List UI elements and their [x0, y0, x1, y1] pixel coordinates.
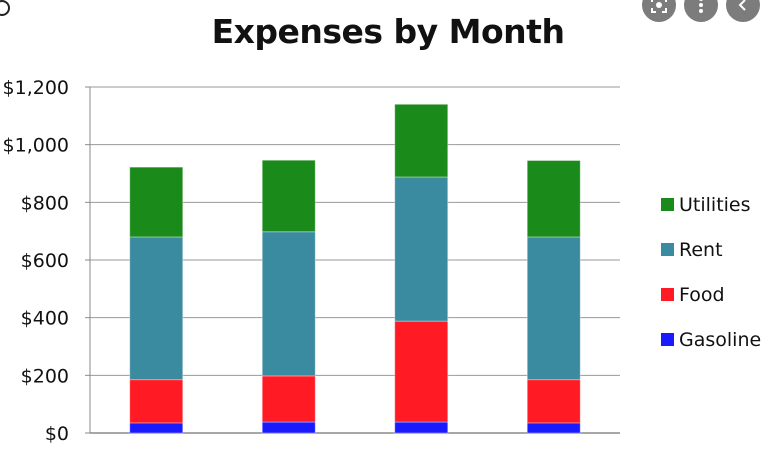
y-tick-label: $1,200 — [3, 77, 69, 99]
bar-segment-utilities — [261, 159, 316, 233]
y-tick-label: $1,000 — [3, 135, 69, 157]
y-tick-label: $600 — [21, 250, 69, 272]
more-vertical-icon — [699, 0, 703, 13]
bar-segment-utilities — [129, 166, 184, 238]
image-viewer-controls — [642, 0, 760, 34]
bars — [129, 103, 581, 434]
legend-label: Rent — [679, 238, 723, 261]
lens-search-button[interactable] — [642, 0, 676, 22]
y-tick-label: $400 — [21, 308, 69, 330]
bar-segment-rent — [129, 236, 184, 381]
legend-swatch — [661, 333, 674, 346]
bar-segment-food — [261, 375, 316, 423]
bar-segment-food — [526, 379, 581, 424]
legend: Utilities Rent Food Gasoline — [661, 182, 761, 362]
back-button[interactable] — [726, 0, 760, 22]
y-tick-label: $0 — [45, 423, 69, 445]
legend-label: Gasoline — [679, 328, 762, 351]
legend-item-rent: Rent — [661, 227, 761, 272]
bar-segment-rent — [526, 236, 581, 381]
legend-item-utilities: Utilities — [661, 182, 761, 227]
bar-segment-rent — [394, 176, 449, 322]
legend-label: Food — [679, 283, 725, 306]
y-tick-label: $200 — [21, 365, 69, 387]
corner-mark — [0, 0, 10, 16]
bar-segment-rent — [261, 231, 316, 377]
bar-segment-food — [129, 379, 184, 424]
legend-item-gasoline: Gasoline — [661, 317, 761, 362]
bar-segment-gasoline — [526, 422, 581, 434]
bar-segment-food — [394, 320, 449, 423]
bar-segment-utilities — [526, 160, 581, 238]
bar-segment-utilities — [394, 103, 449, 178]
bar-segment-gasoline — [394, 421, 449, 434]
y-tick-label: $800 — [21, 192, 69, 214]
bar-segment-gasoline — [129, 422, 184, 434]
legend-swatch — [661, 243, 674, 256]
legend-swatch — [661, 198, 674, 211]
bar-segment-gasoline — [261, 421, 316, 434]
y-axis: $0 $200 $400 $600 $800 $1,000 $1,200 — [3, 77, 91, 445]
legend-swatch — [661, 288, 674, 301]
lens-icon — [651, 0, 667, 13]
legend-label: Utilities — [679, 193, 751, 216]
chevron-left-icon — [738, 0, 746, 11]
legend-item-food: Food — [661, 272, 761, 317]
more-options-button[interactable] — [684, 0, 718, 22]
chart-title: Expenses by Month — [211, 12, 565, 51]
